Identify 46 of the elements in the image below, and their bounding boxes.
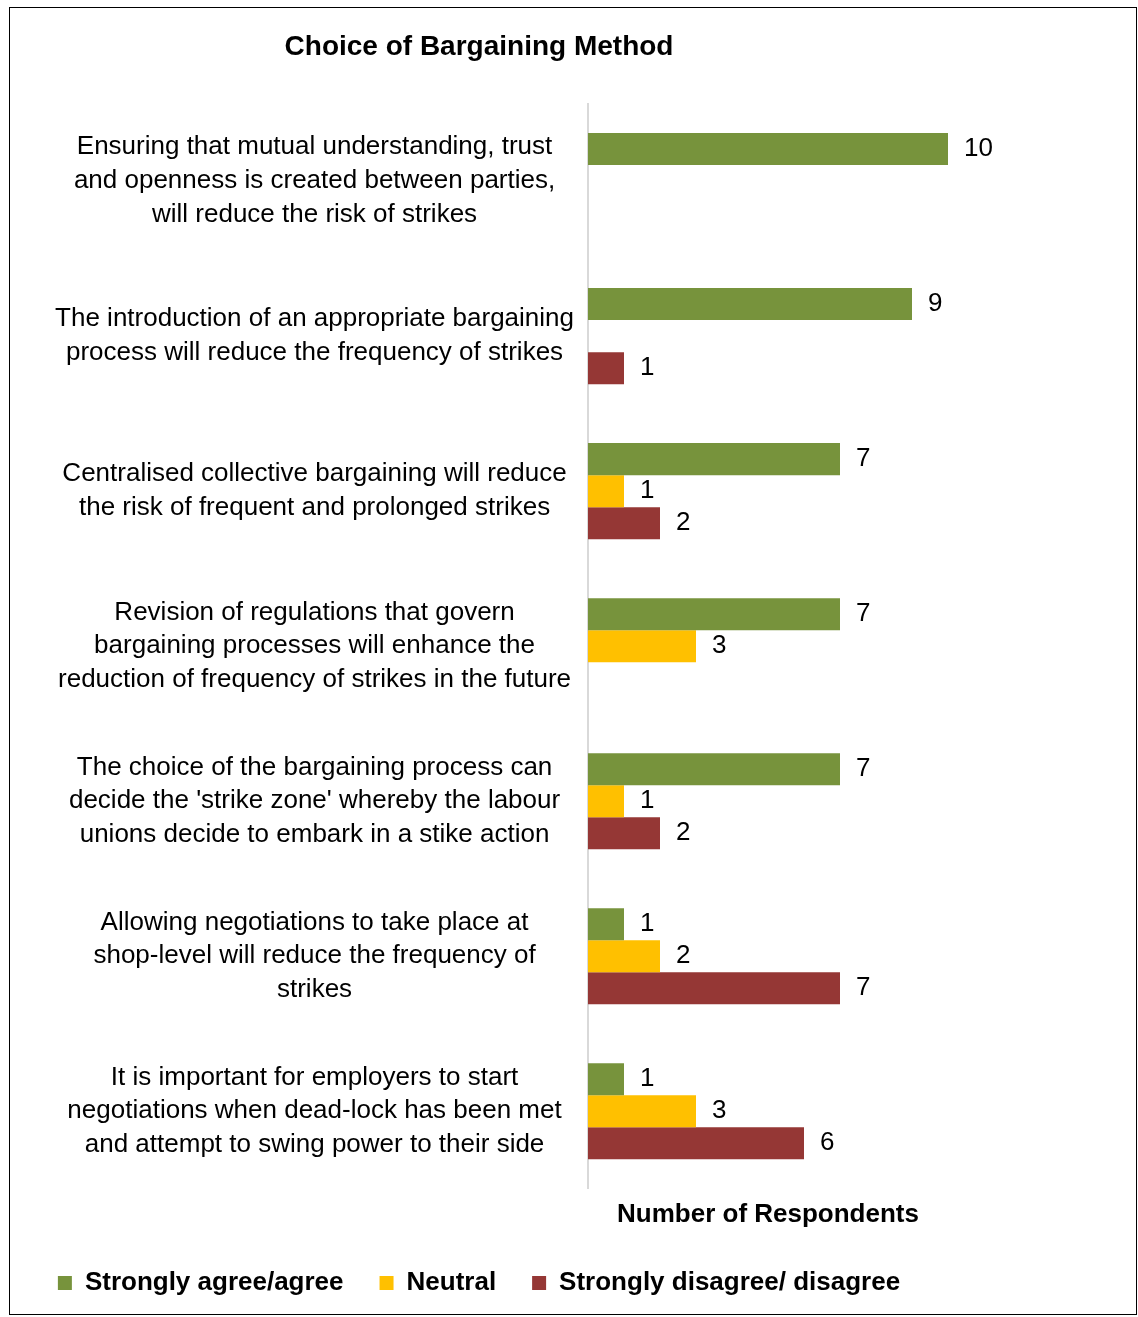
legend-label: Strongly agree/agree <box>84 1266 344 1297</box>
chart-title: Choice of Bargaining Method <box>284 29 674 61</box>
y-tick-label: Allowing negotiations to take place at shop-level will reduce the frequency of strikes <box>93 905 537 1004</box>
bar <box>588 1127 804 1160</box>
y-tick-label: The choice of the bargaining process can decide the 'strike zone' whereby the labour unions decide to embark in a stike action <box>68 750 561 849</box>
y-tick-label: It is important for employers to start negotiations when dead-lock has been met and attempt to swing power to their side <box>67 1060 563 1159</box>
bar <box>588 475 624 508</box>
bar <box>588 1063 624 1096</box>
bar <box>588 940 660 973</box>
y-tick-label: Centralised collective bargaining will reduce the risk of frequent and prolonged strikes <box>62 457 567 522</box>
data-label: 3 <box>712 629 727 660</box>
bar <box>588 908 624 941</box>
bar <box>588 288 912 321</box>
data-label: 1 <box>640 784 655 815</box>
bar <box>588 133 948 166</box>
bar <box>588 753 840 786</box>
bar <box>588 1095 696 1128</box>
x-axis-title: Number of Respondents <box>617 1197 919 1228</box>
legend-label: Strongly disagree/ disagree <box>559 1266 901 1297</box>
data-label: 2 <box>676 816 691 847</box>
data-label: 1 <box>640 474 655 505</box>
data-label: 10 <box>964 132 993 163</box>
y-tick-label: Ensuring that mutual understanding, trust and openness is created between parties, will reduce the risk of strikes <box>73 130 556 229</box>
data-label: 6 <box>820 1126 835 1157</box>
data-label: 7 <box>856 442 871 473</box>
bar <box>588 972 840 1005</box>
legend-label: Neutral <box>406 1266 497 1297</box>
y-tick-label: Revision of regulations that govern bargaining processes will enhance the reduction of frequency of strikes in the future <box>58 595 572 694</box>
data-label: 1 <box>640 907 655 938</box>
data-label: 1 <box>640 351 655 382</box>
bar <box>588 785 624 818</box>
data-label: 7 <box>856 971 871 1002</box>
bar <box>588 443 840 476</box>
data-label: 2 <box>676 939 691 970</box>
bar <box>588 817 660 850</box>
data-label: 7 <box>856 752 871 783</box>
data-label: 2 <box>676 506 691 537</box>
bar <box>588 352 624 385</box>
y-tick-label: The introduction of an appropriate bargaining process will reduce the frequency of strikes <box>55 302 575 367</box>
bar <box>588 630 696 663</box>
data-label: 1 <box>640 1062 655 1093</box>
bar <box>588 507 660 540</box>
data-label: 3 <box>712 1094 727 1125</box>
data-label: 7 <box>856 597 871 628</box>
bar <box>588 598 840 631</box>
data-label: 9 <box>928 287 943 318</box>
